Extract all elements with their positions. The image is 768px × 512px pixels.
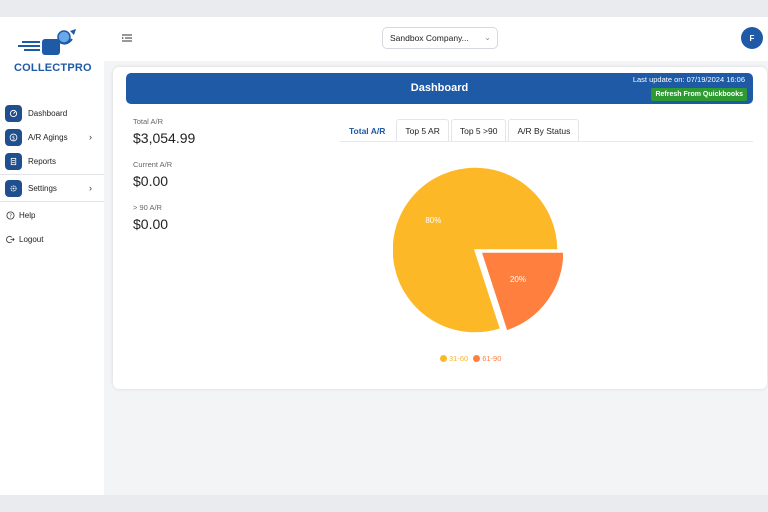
stat-value: $3,054.99: [133, 130, 196, 146]
logo-text-pro: PRO: [67, 62, 92, 74]
avatar-initial: F: [749, 33, 755, 43]
logo-text-collect: COLLECT: [14, 62, 68, 74]
logo-text: COLLECTPRO: [14, 62, 92, 74]
legend-dot: [473, 355, 481, 362]
dashboard-banner: Dashboard Last update on: 07/19/2024 16:…: [126, 73, 753, 104]
dashboard-icon: [5, 104, 22, 122]
sidebar-item-label: A/R Agings: [28, 132, 68, 142]
stat-label: Total A/R: [133, 117, 164, 126]
legend-item-31-60[interactable]: 31-60: [440, 354, 468, 363]
chevron-right-icon: ›: [89, 183, 92, 193]
stat-value: $0.00: [133, 173, 169, 189]
sidebar-item-ar-agings[interactable]: $ A/R Agings ›: [0, 125, 104, 149]
sidebar-item-dashboard[interactable]: Dashboard: [0, 101, 104, 125]
sidebar-item-reports[interactable]: Reports: [0, 149, 104, 173]
company-select[interactable]: Sandbox Company... ⌄: [382, 27, 498, 49]
stat-over-90-ar: > 90 A/R $0.00: [133, 203, 313, 232]
pie-slice-31-60[interactable]: [393, 166, 559, 334]
svg-text:?: ?: [9, 213, 12, 219]
sidebar-item-help[interactable]: ? Help: [0, 203, 104, 227]
menu-toggle-icon[interactable]: [121, 31, 133, 43]
sidebar-divider: [0, 201, 104, 202]
chevron-down-icon: ⌄: [484, 33, 491, 42]
tab-ar-by-status[interactable]: A/R By Status: [508, 119, 580, 141]
sidebar-item-label: Logout: [19, 234, 44, 244]
legend-item-61-90[interactable]: 61-90: [473, 354, 501, 363]
stat-value: $0.00: [133, 216, 169, 232]
sidebar-item-settings[interactable]: Settings ›: [0, 176, 104, 200]
gear-icon: [5, 179, 22, 197]
chart-tabs: Total A/R Top 5 AR Top 5 >90 A/R By Stat…: [340, 119, 581, 141]
sidebar-item-label: Help: [19, 210, 36, 220]
sidebar-item-label: Reports: [28, 156, 57, 166]
collectpro-logo[interactable]: COLLECTPRO: [14, 27, 92, 75]
sidebar-divider: [0, 174, 104, 175]
sidebar-nav: Dashboard $ A/R Agings › Reports: [0, 101, 104, 251]
stat-label: > 90 A/R: [133, 203, 162, 212]
legend-label: 31-60: [449, 354, 469, 363]
stats-panel: Total A/R $3,054.99 Current A/R $0.00 > …: [133, 117, 313, 246]
sidebar-item-label: Settings: [28, 183, 57, 193]
report-icon: [5, 152, 22, 170]
logo-graphic-icon: [18, 29, 76, 55]
dashboard-card: Dashboard Last update on: 07/19/2024 16:…: [113, 67, 767, 389]
company-select-value: Sandbox Company...: [390, 33, 469, 43]
last-update-text: Last update on: 07/19/2024 16:06: [632, 75, 745, 84]
tab-top-5-ar[interactable]: Top 5 AR: [396, 119, 449, 141]
stat-total-ar: Total A/R $3,054.99: [133, 117, 313, 146]
sidebar: COLLECTPRO Dashboard $ A/R Agings ›: [0, 17, 104, 495]
refresh-quickbooks-button[interactable]: Refresh From Quickbooks: [651, 88, 747, 101]
app-window: COLLECTPRO Dashboard $ A/R Agings ›: [0, 17, 768, 495]
top-bar: Sandbox Company... ⌄ F: [104, 17, 768, 61]
stat-label: Current A/R: [133, 160, 173, 169]
chevron-right-icon: ›: [89, 132, 92, 142]
page-title: Dashboard: [410, 82, 469, 94]
dollar-icon: $: [5, 128, 22, 146]
main-content: Dashboard Last update on: 07/19/2024 16:…: [104, 61, 768, 495]
chart-legend: 31-60 61-90: [440, 354, 506, 363]
stat-current-ar: Current A/R $0.00: [133, 160, 313, 189]
avatar[interactable]: F: [741, 27, 763, 49]
help-icon: ?: [5, 210, 15, 220]
sidebar-item-label: Dashboard: [28, 108, 68, 118]
legend-label: 61-90: [482, 354, 502, 363]
logout-icon: [5, 234, 15, 244]
pie-slice-label: 80%: [425, 216, 441, 225]
pie-slice-label: 20%: [510, 275, 526, 284]
tab-top-5-over-90[interactable]: Top 5 >90: [450, 119, 507, 141]
ar-pie-chart: 80% 20%: [393, 166, 563, 334]
sidebar-item-logout[interactable]: Logout: [0, 227, 104, 251]
tabs-divider: [340, 141, 753, 142]
pie-slice-61-90[interactable]: [479, 251, 563, 332]
svg-text:$: $: [12, 135, 15, 141]
tab-total-ar[interactable]: Total A/R: [340, 119, 395, 141]
legend-dot: [440, 355, 447, 362]
